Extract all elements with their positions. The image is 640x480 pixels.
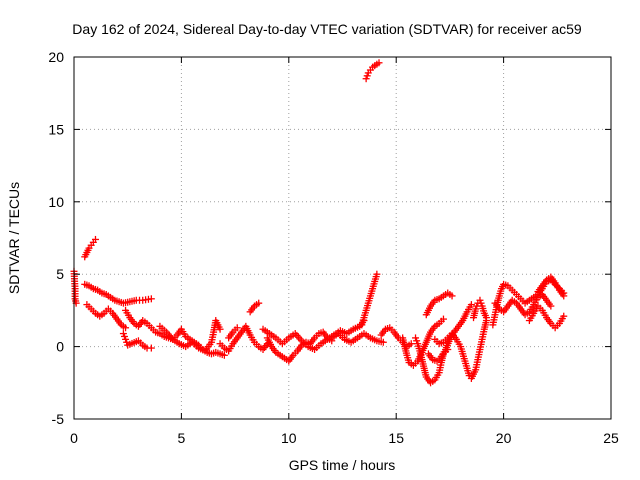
x-tick-label: 0 xyxy=(70,430,78,446)
x-tick-label: 15 xyxy=(388,430,404,446)
x-tick-label: 5 xyxy=(178,430,186,446)
data-point xyxy=(122,324,130,332)
data-point xyxy=(379,338,387,346)
data-point xyxy=(233,324,241,332)
y-tick-label: 0 xyxy=(56,339,64,355)
chart-title: Day 162 of 2024, Sidereal Day-to-day VTE… xyxy=(72,21,582,37)
y-tick-label: -5 xyxy=(52,411,65,427)
data-point xyxy=(467,301,475,309)
x-axis-title: GPS time / hours xyxy=(289,457,396,473)
data-point xyxy=(448,292,456,300)
data-point xyxy=(482,314,490,322)
data-point xyxy=(91,235,99,243)
data-point xyxy=(216,325,224,333)
plot-frame xyxy=(73,56,612,420)
x-tick-label: 25 xyxy=(603,430,619,446)
data-point xyxy=(255,299,263,307)
y-axis-title: SDTVAR / TECUs xyxy=(6,182,22,294)
data-point xyxy=(375,59,383,67)
axis-ticks xyxy=(73,56,612,420)
data-point xyxy=(560,312,568,320)
data-point xyxy=(560,292,568,300)
y-tick-label: 10 xyxy=(48,194,64,210)
y-tick-label: 20 xyxy=(48,49,64,65)
y-tick-label: 5 xyxy=(56,266,64,282)
y-tick-label: 15 xyxy=(48,121,64,137)
x-tick-label: 10 xyxy=(281,430,297,446)
data-point xyxy=(373,270,381,278)
data-point xyxy=(147,295,155,303)
data-point xyxy=(407,340,415,348)
data-point xyxy=(439,315,447,323)
grid-lines xyxy=(74,57,611,419)
x-tick-label: 20 xyxy=(496,430,512,446)
data-points xyxy=(70,59,568,387)
data-point xyxy=(547,302,555,310)
tick-labels: 0 5 10 15 20 25 -5 0 5 10 15 20 xyxy=(48,49,619,446)
data-point xyxy=(220,351,228,359)
data-point xyxy=(147,344,155,352)
